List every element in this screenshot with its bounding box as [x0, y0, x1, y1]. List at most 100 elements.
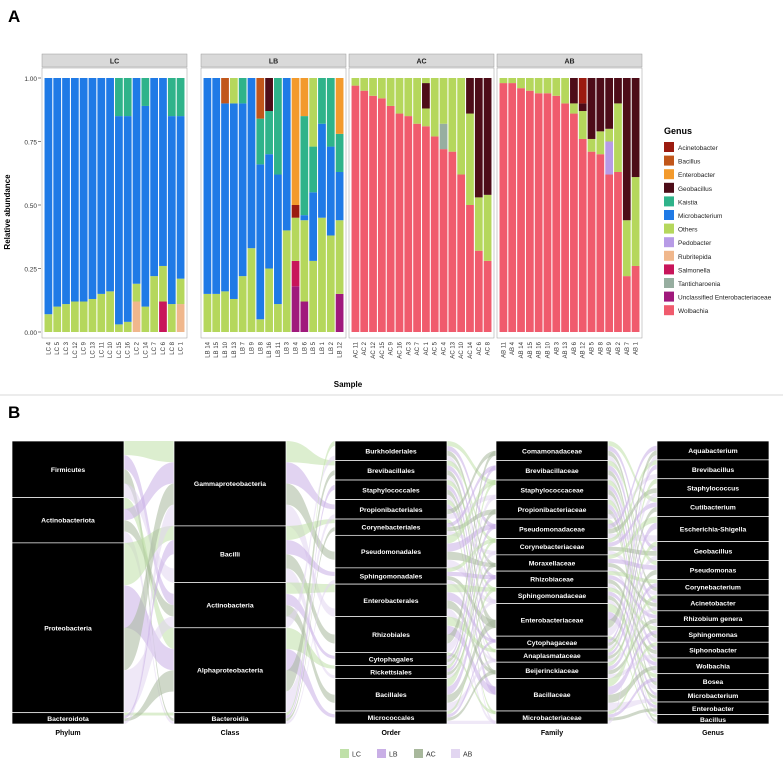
x-tick-label: AC 10	[459, 341, 465, 358]
bar-segment-tanticharoenia	[439, 123, 448, 150]
x-tick-label: AB 15	[528, 341, 534, 358]
x-tick-label: LB 7	[241, 341, 247, 354]
legend-label-microbacterium: Microbacterium	[678, 213, 722, 220]
alluvial-flow	[608, 587, 657, 631]
bar-segment-others	[115, 324, 123, 332]
alluvial-flow	[608, 474, 657, 520]
bar-segment-bacillus	[221, 78, 229, 104]
bar-segment-kaistia	[123, 78, 132, 117]
bar-segment-microbacterium	[309, 192, 318, 261]
bar-segment-microbacterium	[335, 171, 344, 221]
node-enterobacterales	[334, 583, 448, 618]
y-axis-title: Relative abundance	[3, 174, 12, 250]
alluvial-flow	[286, 483, 335, 560]
node-label-bacillales: Bacillales	[375, 692, 407, 699]
alluvial-flow	[447, 441, 496, 485]
bar-segment-geobacillus	[422, 83, 430, 109]
bar-segment-others	[596, 131, 605, 155]
alluvial-flow	[124, 670, 174, 722]
bar-segment-others	[525, 78, 534, 91]
bar-segment-wolbachia	[578, 138, 587, 332]
alluvial-flow	[608, 630, 657, 695]
node-label-firmicutes: Firmicutes	[51, 467, 86, 474]
bar-segment-wolbachia	[614, 171, 622, 332]
x-tick-label: LC 10	[108, 341, 114, 358]
x-tick-label: AC 6	[477, 341, 483, 355]
bar-segment-others	[631, 177, 640, 266]
alluvial-flow	[286, 519, 335, 541]
x-tick-label: AC 12	[371, 341, 377, 358]
x-tick-label: LB 12	[338, 341, 344, 357]
alluvial-flow	[608, 595, 657, 687]
alluvial-flow	[608, 575, 657, 619]
bar-segment-others	[578, 111, 587, 139]
x-tick-label: LB 2	[329, 341, 335, 354]
alluvial-flow	[124, 616, 174, 713]
node-bacillales	[334, 678, 448, 712]
legend-swatch-kaistia	[664, 196, 674, 207]
bar-segment-wolbachia	[377, 98, 386, 332]
bar-segment-others	[88, 298, 97, 332]
node-label-proteobacteria: Proteobacteria	[44, 625, 92, 632]
genus-legend: Acinetobacter Bacillus Enterobacter Geobaci…	[664, 142, 772, 316]
bar-segment-wolbachia	[534, 93, 543, 333]
legend-label-lc: LC	[352, 752, 361, 759]
bar-segment-kaistia	[326, 78, 335, 147]
x-tick-label: AB 14	[519, 341, 525, 358]
x-tick-label: LC 15	[117, 341, 123, 358]
bar-segment-enterobacter	[335, 78, 344, 134]
x-tick-label: LB 10	[223, 341, 229, 357]
legend-label-pedobacter: Pedobacter	[678, 240, 712, 247]
facet-strip-ab	[496, 53, 643, 68]
bar-segment-acinetobacter	[578, 78, 587, 104]
node-label-cytophagaceae: Cytophagaceae	[527, 640, 577, 647]
bar-segment-microbacterium	[88, 78, 97, 299]
x-tick-label: LB 8	[258, 341, 264, 354]
bar-segment-others	[534, 78, 543, 94]
alluvial-flow	[447, 523, 496, 552]
bar-segment-rubritepida	[132, 301, 141, 332]
bar-segment-wolbachia	[587, 151, 596, 332]
bar-segment-microbacterium	[265, 154, 273, 269]
x-tick-label: LB 1	[320, 341, 326, 354]
node-label-sphingomonadaceae: Sphingomonadaceae	[518, 593, 587, 600]
node-label-wolbachia: Wolbachia	[696, 663, 730, 670]
bar-segment-wolbachia	[499, 83, 508, 332]
alluvial-flow	[608, 441, 657, 503]
alluvial-flow	[608, 478, 657, 653]
bar-segment-geobacillus	[265, 78, 273, 112]
node-proteobacteria	[11, 542, 125, 714]
bar-segment-kaistia	[300, 116, 309, 216]
alluvial-flow	[608, 606, 657, 663]
node-label-enterobacteriaceae: Enterobacteriaceae	[521, 617, 584, 624]
legend-swatch-ac	[414, 749, 423, 758]
bar-segment-salmonella	[291, 260, 300, 287]
bar-segment-microbacterium	[256, 164, 265, 320]
bar-segment-microbacterium	[176, 116, 185, 279]
alluvial-flow	[447, 658, 496, 711]
node-escherichia-shigella	[656, 516, 770, 542]
bar-segment-microbacterium	[70, 78, 79, 302]
bar-segment-others	[335, 220, 344, 294]
alluvial-flow	[608, 541, 657, 667]
x-tick-label: AC 16	[397, 341, 403, 358]
bar-segment-others	[561, 78, 569, 104]
bar-segment-acinetobacter	[291, 205, 300, 218]
bar-segment-others	[221, 291, 229, 332]
node-label-bacillus: Bacillus	[700, 717, 726, 724]
legend-swatch-tanticharoenia	[664, 278, 674, 288]
alluvial-flow	[286, 455, 335, 628]
bar-segment-others	[570, 103, 578, 114]
bar-segment-microbacterium	[212, 78, 221, 294]
node-label-actinobacteria: Actinobacteria	[206, 603, 253, 610]
facet-label-lb: LB	[269, 59, 278, 66]
bar-segment-others	[552, 78, 561, 96]
x-tick-label: LC 13	[90, 341, 96, 358]
bar-segment-others	[141, 306, 150, 332]
node-label-propionibacteriaceae: Propionibacteriaceae	[518, 507, 587, 514]
node-enterobacteriaceae	[495, 603, 609, 637]
node-label-enterobacterales: Enterobacterales	[363, 598, 418, 605]
node-label-staphylococcaceae: Staphylococcaceae	[520, 487, 583, 494]
legend-label-enterobacter: Enterobacter	[678, 172, 716, 179]
legend-label-unclassified-enterobacteriaceae: Unclassified Enterobacteriaceae	[678, 295, 772, 302]
